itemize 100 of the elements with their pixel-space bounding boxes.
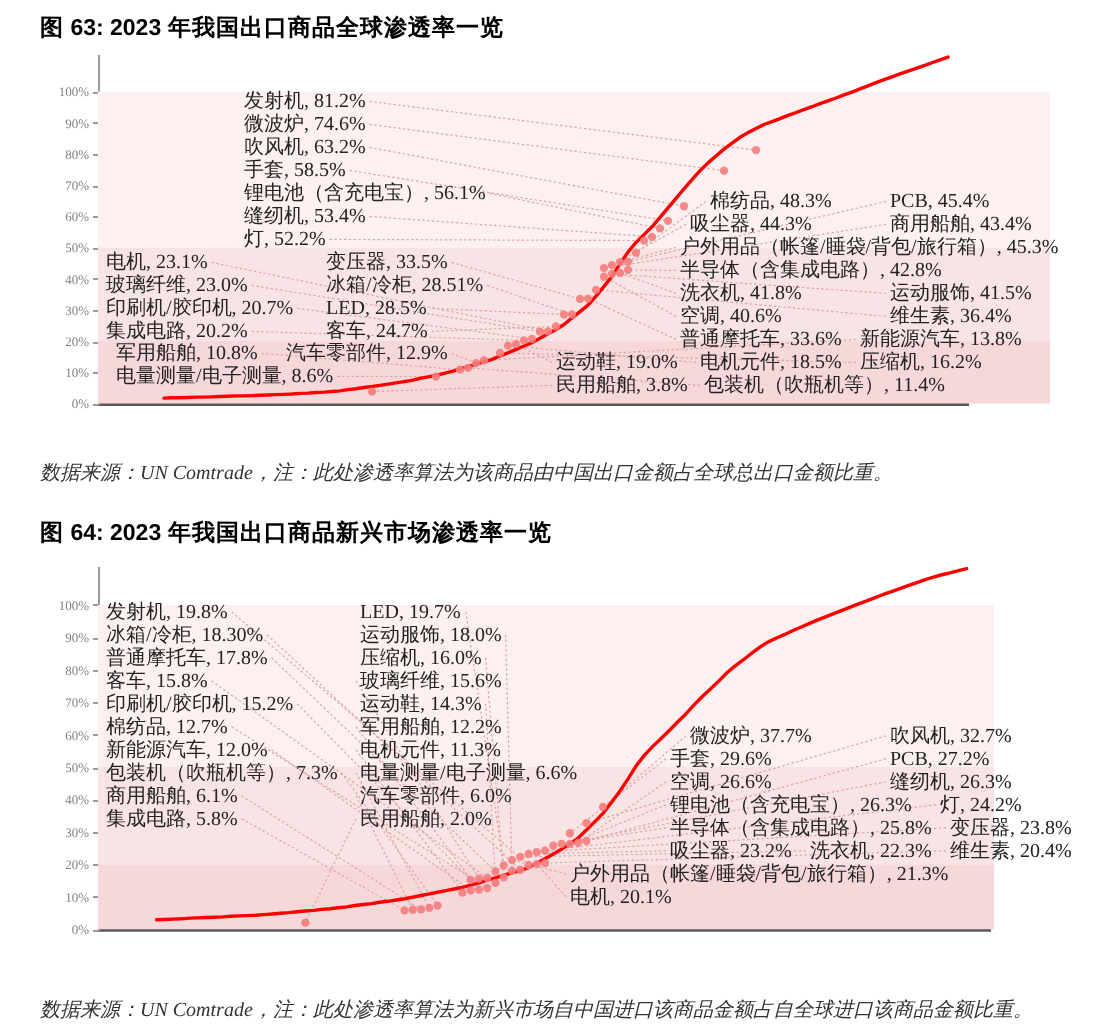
point	[416, 905, 426, 914]
data-label: 洗衣机, 41.8%	[680, 281, 802, 306]
point	[458, 888, 467, 897]
point	[516, 852, 525, 861]
data-label: 棉纺品, 12.7%	[106, 714, 228, 739]
point	[599, 263, 609, 273]
point	[679, 202, 689, 211]
point	[511, 340, 521, 349]
data-label: PCB, 45.4%	[890, 191, 990, 214]
data-label: 灯, 24.2%	[940, 792, 1022, 817]
point	[433, 901, 442, 910]
data-label: 客车, 15.8%	[106, 668, 208, 693]
data-label: 新能源汽车, 13.8%	[860, 327, 1022, 352]
data-label: 玻璃纤维, 15.6%	[360, 668, 502, 693]
point	[663, 216, 673, 226]
data-label: 玻璃纤维, 23.0%	[106, 273, 248, 298]
data-label: PCB, 27.2%	[890, 748, 990, 771]
data-label: 微波炉, 74.6%	[244, 112, 366, 137]
point	[425, 903, 434, 912]
point	[631, 248, 641, 257]
point	[463, 363, 473, 372]
point	[455, 365, 465, 374]
point	[565, 829, 574, 838]
data-label: 商用船舶, 6.1%	[106, 783, 238, 808]
point	[655, 224, 665, 233]
point	[540, 858, 550, 868]
point	[491, 878, 500, 887]
data-label: 缝纫机, 26.3%	[890, 769, 1012, 794]
point	[615, 257, 625, 267]
data-label: 汽车零部件, 12.9%	[286, 341, 448, 366]
data-label: 集成电路, 20.2%	[106, 319, 248, 344]
data-label: 手套, 29.6%	[670, 746, 772, 771]
point	[607, 269, 617, 279]
chart-title: 图 63: 2023 年我国出口商品全球渗透率一览	[40, 13, 504, 42]
point	[540, 846, 550, 855]
data-label: 压缩机, 16.2%	[860, 350, 982, 375]
point	[507, 866, 517, 875]
data-label: 微波炉, 37.7%	[690, 723, 812, 748]
data-label: 运动服饰, 41.5%	[890, 281, 1032, 306]
point	[516, 865, 525, 874]
data-label: 冰箱/冷柜, 18.30%	[106, 622, 264, 647]
point	[483, 873, 492, 883]
point	[607, 261, 617, 270]
point	[367, 387, 377, 396]
data-label: 民用船舶, 2.0%	[360, 806, 492, 831]
point	[567, 310, 577, 319]
point	[535, 327, 545, 336]
data-label: 电机, 20.1%	[570, 884, 672, 909]
data-label: 户外用品（帐篷/睡袋/背包/旅行箱）, 21.3%	[570, 861, 949, 886]
data-label: 维生素, 36.4%	[890, 304, 1012, 329]
data-label: 商用船舶, 43.4%	[890, 212, 1032, 237]
point	[527, 334, 537, 343]
point	[466, 875, 475, 885]
source-note: 数据来源：UN Comtrade，注：此处渗透率算法为该商品由中国出口金额占全球总出口金额比重。	[40, 461, 893, 486]
data-label: 普通摩托车, 17.8%	[106, 645, 268, 670]
point	[582, 836, 591, 846]
data-label: 新能源汽车, 12.0%	[106, 737, 268, 762]
point	[565, 839, 574, 849]
data-label: 空调, 26.6%	[670, 769, 772, 794]
data-label: 印刷机/胶印机, 15.2%	[106, 691, 294, 716]
data-label: 军用船舶, 10.8%	[116, 341, 258, 366]
data-label: LED, 19.7%	[360, 601, 461, 624]
point	[647, 232, 657, 241]
point	[524, 860, 533, 870]
data-label: 民用船舶, 3.8%	[556, 373, 688, 398]
source-note: 数据来源：UN Comtrade，注：此处渗透率算法为新兴市场自中国进口该商品金额占自全球进口该商品金额比重。	[40, 997, 1033, 1022]
data-label: 运动服饰, 18.0%	[360, 622, 502, 647]
data-label: 集成电路, 5.8%	[106, 806, 238, 831]
point	[471, 359, 481, 368]
data-label: 灯, 52.2%	[244, 227, 326, 252]
point	[466, 886, 475, 895]
point	[574, 838, 583, 848]
point	[400, 906, 409, 915]
data-label: 电量测量/电子测量, 8.6%	[116, 364, 334, 389]
point	[532, 847, 541, 857]
data-label: 普通摩托车, 33.6%	[680, 327, 842, 352]
point	[503, 341, 513, 350]
data-label: 运动鞋, 19.0%	[556, 350, 678, 375]
data-label: 包装机（吹瓶机等）, 11.4%	[704, 373, 945, 398]
point	[491, 867, 500, 876]
point	[301, 918, 310, 927]
point	[623, 265, 633, 274]
point	[495, 348, 505, 357]
data-label: 变压器, 23.8%	[950, 815, 1072, 840]
point	[408, 905, 417, 914]
data-label: 电机元件, 18.5%	[700, 350, 842, 375]
data-label: 棉纺品, 48.3%	[710, 189, 832, 214]
point	[557, 839, 566, 849]
point	[431, 372, 441, 381]
data-label: 吹风机, 32.7%	[890, 723, 1012, 748]
data-label: 压缩机, 16.0%	[360, 645, 482, 670]
point	[479, 356, 489, 365]
point	[499, 861, 508, 870]
data-label: 空调, 40.6%	[680, 304, 782, 329]
data-label: 户外用品（帐篷/睡袋/背包/旅行箱）, 45.3%	[680, 235, 1059, 260]
point	[599, 272, 609, 281]
point	[559, 310, 569, 319]
point	[623, 257, 633, 266]
data-label: 电机, 23.1%	[106, 250, 208, 275]
point	[543, 327, 553, 336]
